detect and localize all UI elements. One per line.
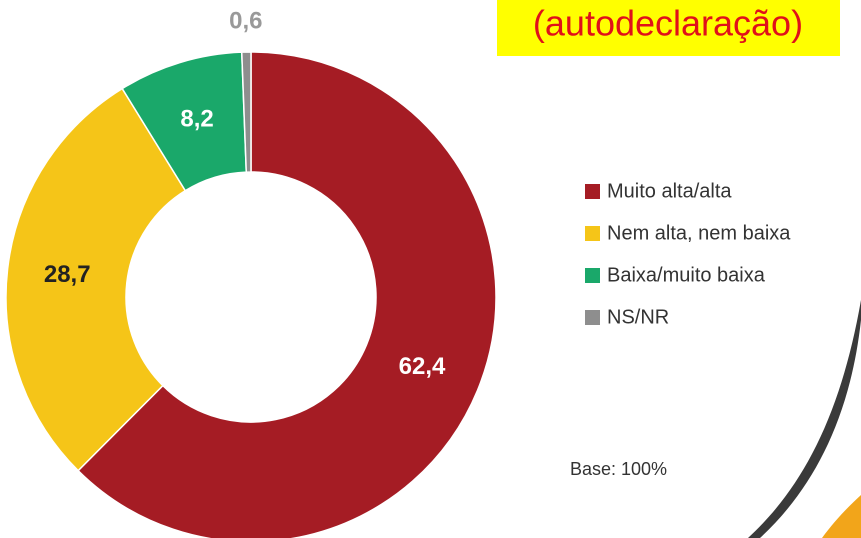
value-label: 62,4: [399, 353, 446, 380]
legend-swatch: [585, 226, 600, 241]
annotation: Base: 100%: [570, 459, 667, 479]
legend-swatch: [585, 268, 600, 283]
legend-label: NS/NR: [607, 306, 669, 328]
legend-label: Nem alta, nem baixa: [607, 222, 791, 244]
legend-label: Baixa/muito baixa: [607, 264, 766, 286]
slice: [77, 51, 497, 538]
decor-swoosh: [748, 300, 861, 538]
legend-label: Muito alta/alta: [607, 180, 732, 202]
decor-corner: [822, 495, 861, 538]
chart-title: (autodeclaração): [533, 3, 803, 44]
legend-swatch: [585, 310, 600, 325]
title-highlight: [497, 0, 840, 56]
value-label: 8,2: [180, 105, 213, 132]
slice: [240, 51, 252, 173]
legend-swatch: [585, 184, 600, 199]
value-label: 0,6: [229, 7, 262, 34]
slice: [5, 87, 187, 472]
value-label: 28,7: [44, 261, 91, 288]
